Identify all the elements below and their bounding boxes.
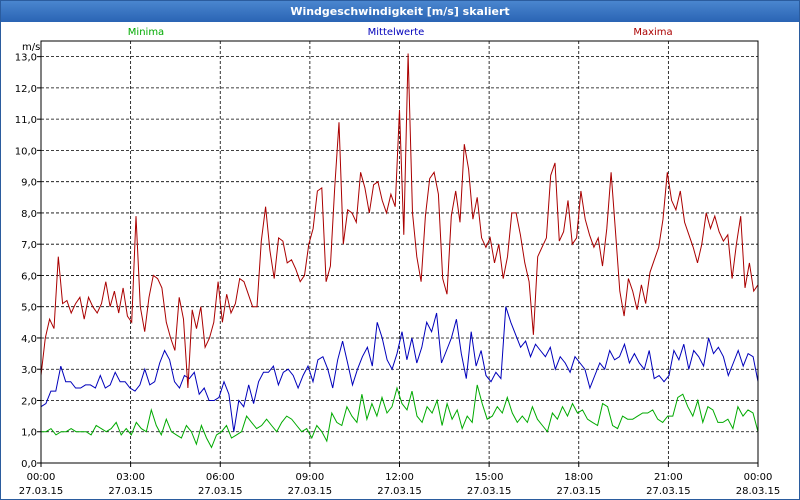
y-tick-label: 1,0 bbox=[21, 428, 37, 439]
y-tick-label: 12,0 bbox=[15, 84, 37, 95]
x-axis-ticks: 00:00 27.03.15 03:00 27.03.15 06:00 27.03.15 0… bbox=[19, 463, 781, 497]
y-tick-label: 7,0 bbox=[21, 240, 37, 251]
x-tick-time: 00:00 bbox=[27, 472, 56, 483]
x-tick-time: 03:00 bbox=[116, 472, 145, 483]
y-tick-label: 2,0 bbox=[21, 396, 37, 407]
y-tick-label: 13,0 bbox=[15, 53, 37, 64]
x-tick-time: 00:00 bbox=[744, 472, 773, 483]
legend-maxima: Maxima bbox=[633, 27, 672, 38]
series-layer bbox=[40, 53, 759, 449]
x-tick-date: 27.03.15 bbox=[556, 486, 601, 497]
x-tick-time: 06:00 bbox=[206, 472, 235, 483]
x-tick-time: 18:00 bbox=[564, 472, 593, 483]
y-tick-label: 3,0 bbox=[21, 365, 37, 376]
y-tick-label: 10,0 bbox=[15, 146, 37, 157]
y-axis-label: m/s bbox=[22, 42, 40, 53]
x-tick-time: 15:00 bbox=[475, 472, 504, 483]
series-line-mittelwerte bbox=[40, 306, 759, 432]
series-line-maxima bbox=[40, 53, 759, 389]
x-tick-date: 27.03.15 bbox=[467, 486, 512, 497]
x-tick-date: 27.03.15 bbox=[288, 486, 333, 497]
y-tick-label: 0,0 bbox=[21, 459, 37, 470]
y-tick-label: 11,0 bbox=[15, 115, 37, 126]
y-tick-label: 9,0 bbox=[21, 178, 37, 189]
legend-minima: Minima bbox=[128, 27, 164, 38]
legend-mittelwerte: Mittelwerte bbox=[368, 27, 425, 38]
x-tick-date: 27.03.15 bbox=[377, 486, 422, 497]
x-tick-time: 21:00 bbox=[654, 472, 683, 483]
grid bbox=[41, 41, 758, 464]
window-title: Windgeschwindigkeit [m/s] skaliert bbox=[1, 1, 799, 22]
y-axis-ticks: 0,0 1,0 2,0 3,0 4,0 5,0 6,0 7,0 8,0 9,0 10,0 11,0 12… bbox=[15, 53, 41, 470]
x-tick-date: 27.03.15 bbox=[198, 486, 243, 497]
wind-speed-chart: 0,0 1,0 2,0 3,0 4,0 5,0 6,0 7,0 8,0 9,0 10,0 11,0 12… bbox=[15, 27, 781, 497]
y-tick-label: 5,0 bbox=[21, 303, 37, 314]
x-tick-date: 27.03.15 bbox=[646, 486, 691, 497]
y-tick-label: 4,0 bbox=[21, 334, 37, 345]
y-tick-label: 8,0 bbox=[21, 209, 37, 220]
y-tick-label: 6,0 bbox=[21, 271, 37, 282]
x-tick-time: 12:00 bbox=[385, 472, 414, 483]
x-tick-date: 27.03.15 bbox=[108, 486, 153, 497]
legend: Minima Mittelwerte Maxima bbox=[128, 27, 673, 38]
x-tick-date: 28.03.15 bbox=[736, 486, 781, 497]
x-tick-date: 27.03.15 bbox=[19, 486, 64, 497]
x-tick-time: 09:00 bbox=[295, 472, 324, 483]
series-line-minima bbox=[41, 384, 759, 449]
